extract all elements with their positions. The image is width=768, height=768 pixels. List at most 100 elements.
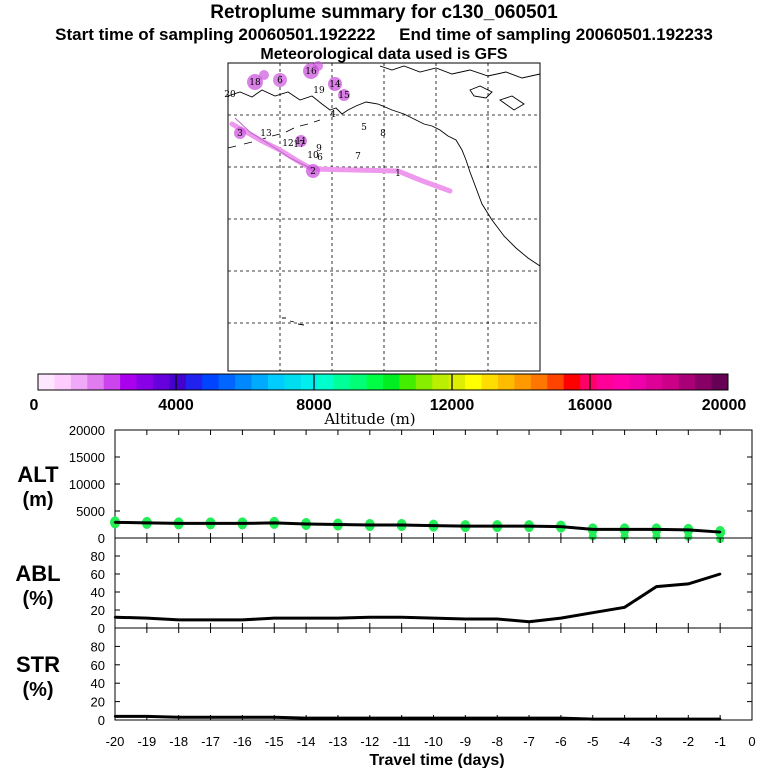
- colorbar-tick-label: 20000: [702, 397, 747, 414]
- panel-abl: 0 20 40 60 80 ABL(%): [15, 537, 753, 636]
- data-point: [687, 582, 690, 586]
- panel-str: 0 20 40 60 80 STR(%): [16, 627, 753, 728]
- day-label: 6: [277, 76, 283, 86]
- colorbar-tick-label: 16000: [568, 397, 613, 414]
- day-label: 4: [330, 110, 336, 120]
- colorbar-swatch: [645, 374, 663, 390]
- colorbar-swatch: [350, 374, 368, 390]
- day-label: 3: [237, 129, 243, 139]
- coastlines: [227, 65, 541, 326]
- map-frame: [227, 62, 541, 372]
- start-time: Start time of sampling 20060501.192222: [55, 25, 376, 44]
- data-point: [209, 618, 212, 622]
- data-point: [623, 717, 626, 721]
- data-point: [145, 616, 149, 620]
- data-point: [241, 716, 244, 719]
- data-point: [304, 616, 308, 620]
- data-point: [209, 522, 212, 525]
- day-label: 9: [316, 144, 322, 154]
- data-point: [655, 717, 658, 721]
- colorbar-swatch: [202, 374, 220, 390]
- colorbar-swatch: [530, 374, 548, 390]
- x-tick-label: -10: [424, 734, 443, 749]
- colorbar-swatch: [514, 374, 532, 390]
- colorbar-swatch: [678, 374, 696, 390]
- data-point: [527, 716, 531, 720]
- day-label: 15: [338, 91, 350, 101]
- panel-frame: [114, 627, 753, 721]
- colorbar-swatch: [185, 374, 203, 390]
- data-point: [113, 715, 117, 718]
- colorbar: 0 4000 8000 12000 16000 20000 Altitude (m): [30, 373, 747, 428]
- x-tick-label: -3: [651, 734, 663, 749]
- colorbar-frame: [37, 373, 729, 391]
- data-point: [527, 620, 531, 623]
- data-point: [718, 717, 722, 721]
- colorbar-swatch: [399, 374, 417, 390]
- colorbar-swatch: [54, 374, 72, 390]
- data-point: [718, 572, 722, 576]
- colorbar-swatch: [333, 374, 351, 390]
- colorbar-tick-label: 12000: [430, 397, 475, 414]
- y-tick-label: 80: [91, 639, 105, 654]
- day-label: 20: [224, 90, 236, 100]
- day-label: 1: [395, 169, 401, 179]
- colorbar-swatch: [383, 374, 400, 390]
- day-label: 2: [310, 167, 316, 177]
- colorbar-swatch: [465, 374, 483, 390]
- colorbar-swatch: [218, 374, 236, 390]
- day-label: 18: [249, 78, 261, 88]
- x-tick-label: -12: [360, 734, 379, 749]
- colorbar-swatch: [70, 374, 88, 390]
- day-label: 7: [355, 152, 361, 162]
- data-point: [368, 716, 371, 720]
- colorbar-swatch: [481, 374, 499, 390]
- day-label: 8: [380, 129, 386, 139]
- colorbar-swatch: [366, 374, 384, 390]
- colorbar-swatch: [103, 374, 121, 390]
- y-tick-label: 20000: [69, 423, 105, 438]
- data-point: [464, 716, 467, 720]
- colorbar-label: Altitude (m): [323, 410, 415, 428]
- day-label: 5: [361, 123, 367, 133]
- day-marker: [306, 164, 320, 178]
- colorbar-swatch: [432, 374, 450, 390]
- data-point: [527, 524, 531, 528]
- colorbar-swatch: [268, 374, 285, 390]
- data-point: [336, 716, 340, 720]
- x-tick-label: -18: [169, 734, 188, 749]
- colorbar-swatch: [415, 374, 433, 390]
- day-label: 11: [295, 137, 306, 147]
- panel-ylabel-unit: (%): [22, 588, 53, 610]
- x-tick-label: -17: [201, 734, 220, 749]
- map-grid: [228, 63, 540, 371]
- data-point: [400, 716, 403, 720]
- day-label: 13: [260, 129, 272, 139]
- data-point: [559, 525, 563, 528]
- data-point: [177, 522, 180, 525]
- day-label: 19: [313, 86, 325, 96]
- colorbar-swatch: [136, 374, 154, 390]
- colorbar-swatch: [235, 374, 253, 390]
- x-axis-label: Travel time (days): [369, 752, 504, 768]
- data-point: [591, 717, 594, 721]
- data-point: [464, 524, 467, 528]
- x-tick-label: -2: [683, 734, 695, 749]
- data-point: [591, 528, 594, 531]
- met-data-note: Meteorological data used is GFS: [260, 46, 508, 63]
- data-point: [113, 616, 117, 619]
- data-point: [559, 616, 563, 620]
- day-label: 14: [329, 80, 341, 90]
- day-label: 17: [293, 140, 305, 150]
- day-marker: [234, 127, 246, 139]
- hawaii: [282, 317, 305, 326]
- data-point: [241, 522, 244, 525]
- x-tick-label: -6: [555, 734, 567, 749]
- series-line-alt: [114, 520, 721, 534]
- y-tick-label: 60: [91, 658, 105, 673]
- colorbar-swatch: [120, 374, 138, 390]
- day-label: 6: [317, 153, 323, 163]
- colorbar-swatch: [87, 374, 105, 390]
- colorbar-swatch: [448, 374, 466, 390]
